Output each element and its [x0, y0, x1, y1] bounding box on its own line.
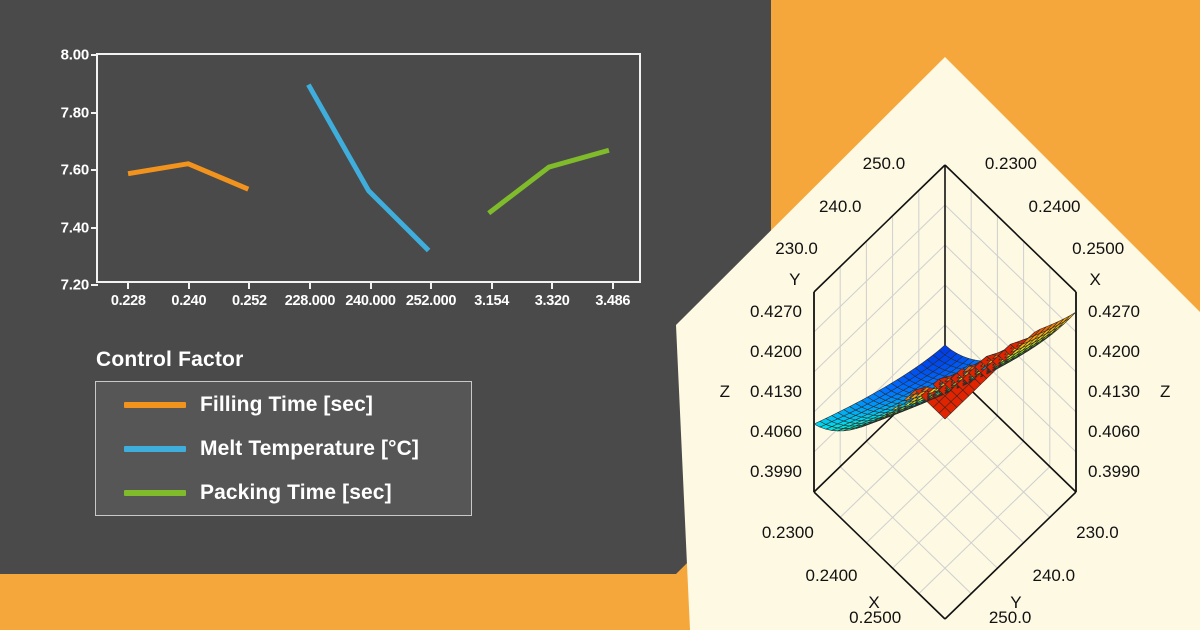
x-axis-tick-label: 228.000 [284, 293, 336, 309]
surface-axis-name-x-top: X [1089, 269, 1101, 289]
legend-item[interactable]: Melt Temperature [°C] [96, 434, 471, 463]
x-axis-tick-mark [308, 281, 311, 289]
surface-z-tick-right-3: 0.4060 [1088, 422, 1140, 441]
surface-y-tick-top-2: 230.0 [775, 238, 818, 258]
x-axis-tick-label: 0.228 [110, 293, 146, 309]
surface-y-tick-top-1: 240.0 [818, 196, 862, 216]
surface-x-tick-bottom-2: 0.2500 [849, 607, 902, 627]
surface-z-tick-left-0: 0.4270 [750, 302, 802, 321]
surface-z-tick-left-4: 0.3990 [750, 462, 802, 481]
x-axis-tick-label: 0.252 [231, 293, 267, 309]
y-axis-tick-mark [91, 169, 98, 171]
surface-axis-name-z-right: Z [1160, 382, 1171, 401]
legend-item-label: Filling Time [sec] [200, 392, 373, 416]
legend-color-swatch [124, 401, 186, 408]
main-effects-chart: 8.00 7.80 7.60 7.40 7.20 0.228 0.240 0.252 228.0… [0, 0, 700, 330]
x-axis-tick-label: 240.000 [345, 293, 396, 309]
x-axis-tick-mark [551, 281, 554, 289]
surface-y-tick-top-0: 250.0 [862, 154, 906, 174]
y-axis-tick-mark [91, 111, 98, 114]
surface-graphic [813, 164, 1077, 620]
x-axis-tick-mark [248, 281, 251, 289]
surface-mesh [813, 311, 1077, 432]
series-line [127, 161, 250, 192]
series-lines [127, 83, 610, 253]
legend-item-label: Melt Temperature [°C] [200, 436, 419, 460]
surface-z-tick-left-2: 0.4130 [750, 382, 802, 401]
x-axis-tick-mark [187, 281, 190, 289]
surface-axis-name-y-top: Y [789, 269, 801, 289]
surface-z-tick-right-0: 0.4270 [1088, 302, 1140, 321]
y-axis-tick-mark [91, 284, 98, 286]
y-axis-tick-label: 7.20 [60, 276, 90, 294]
surface-x-tick-bottom-0: 0.2300 [761, 523, 814, 543]
x-axis-tick-mark [369, 281, 372, 289]
plot-frame: 8.00 7.80 7.60 7.40 7.20 0.228 0.240 0.252 228.0… [61, 47, 641, 309]
surface-z-tick-right-2: 0.4130 [1088, 382, 1140, 401]
legend-title: Control Factor [96, 348, 244, 371]
legend-color-swatch [124, 445, 186, 452]
legend-item-label: Packing Time [sec] [200, 480, 392, 504]
x-axis-tick-mark [430, 281, 433, 289]
surface-x-tick-bottom-1: 0.2400 [805, 565, 858, 585]
x-axis-tick-mark [490, 281, 493, 289]
surface-x-tick-top-2: 0.2500 [1072, 238, 1125, 258]
y-axis-tick-label: 7.40 [60, 219, 90, 236]
series-line [306, 83, 431, 253]
legend-color-swatch [124, 489, 186, 496]
y-axis-tick-label: 7.80 [60, 104, 90, 121]
y-axis-tick-mark [91, 54, 98, 56]
y-axis-tick-mark [91, 226, 98, 229]
surface-axis-name-y-bottom: Y [1010, 592, 1022, 612]
surface-axis-name-x-bottom: X [868, 592, 880, 612]
legend-item[interactable]: Packing Time [sec] [96, 478, 471, 507]
response-surface-plot: 250.0 240.0 230.0 0.2300 0.2400 0.2500 0.2300 0… [676, 57, 1200, 630]
surface-z-tick-left-1: 0.4200 [750, 342, 802, 361]
surface-y-tick-bottom-1: 240.0 [1032, 565, 1076, 585]
y-axis-tick-label: 8.00 [60, 46, 90, 64]
x-axis-tick-label: 252.000 [405, 293, 457, 309]
surface-x-tick-top-0: 0.2300 [984, 154, 1037, 174]
x-axis-tick-label: 3.154 [474, 293, 510, 309]
y-axis-tick-label: 7.60 [60, 161, 90, 179]
surface-y-tick-bottom-0: 230.0 [1076, 523, 1119, 543]
surface-y-tick-bottom-2: 250.0 [988, 607, 1032, 627]
surface-x-tick-top-1: 0.2400 [1028, 196, 1081, 216]
surface-z-tick-right-4: 0.3990 [1088, 462, 1140, 481]
series-line [487, 147, 610, 216]
x-axis-tick-mark [611, 281, 614, 289]
x-axis-tick-label: 0.240 [171, 293, 207, 309]
x-axis-tick-label: 3.486 [595, 293, 631, 309]
legend-box: Filling Time [sec] Melt Temperature [°C] P… [95, 381, 472, 516]
x-axis-tick-mark [127, 281, 130, 289]
surface-z-tick-left-3: 0.4060 [750, 422, 802, 441]
surface-z-tick-right-1: 0.4200 [1088, 342, 1140, 361]
surface-axis-name-z-left: Z [719, 382, 730, 401]
x-axis-tick-label: 3.320 [534, 293, 570, 309]
legend-item[interactable]: Filling Time [sec] [96, 390, 471, 419]
